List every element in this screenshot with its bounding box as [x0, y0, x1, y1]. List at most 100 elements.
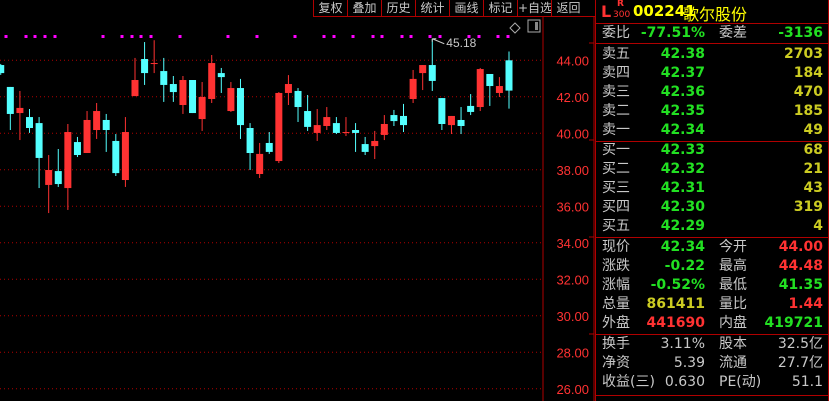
bid-row[interactable]: 买四 42.30 319 — [596, 198, 828, 217]
candle-up — [284, 84, 292, 93]
weibi-value: -77.51% — [640, 25, 705, 41]
divider — [596, 43, 828, 44]
ask-row[interactable]: 卖四 42.37 184 — [596, 64, 828, 83]
panel-toggle-icon[interactable] — [527, 19, 541, 33]
diamond-icon[interactable] — [509, 22, 521, 34]
bid-row[interactable]: 买三 42.31 43 — [596, 179, 828, 198]
candle-down — [467, 105, 475, 112]
event-marker — [438, 35, 442, 38]
event-marker — [409, 35, 413, 38]
y-tick-label: 32.00 — [556, 272, 589, 287]
candle-down — [390, 115, 398, 122]
quote-label: 内盘 — [719, 315, 747, 331]
y-tick-label: 26.00 — [556, 382, 589, 397]
toolbar-button-0[interactable]: 复权 — [313, 0, 347, 16]
event-marker — [4, 35, 8, 38]
ask-row[interactable]: 卖二 42.35 185 — [596, 102, 828, 121]
candle-up — [495, 86, 503, 93]
toolbar-button-4[interactable]: 画线 — [449, 0, 483, 16]
quote-value: 861411 — [646, 296, 705, 312]
weibi-row[interactable]: 委比 -77.51% 委差 -3136 — [596, 24, 828, 43]
quote-value: 419721 — [764, 315, 823, 331]
bid-row[interactable]: 买二 42.32 21 — [596, 160, 828, 179]
panel-toggle-icon-fill — [535, 22, 538, 30]
quote-panel: L R 300 002241 歌尔股份 委比 -77.51% 委差 -3136 卖五 42… — [595, 0, 829, 401]
candle-down — [332, 123, 340, 133]
toolbar-button-3[interactable]: 统计 — [415, 0, 449, 16]
event-marker — [371, 35, 375, 38]
bid-row[interactable]: 买一 42.33 68 — [596, 141, 828, 160]
candle-down — [141, 59, 149, 74]
divider — [596, 395, 828, 396]
event-marker — [293, 35, 297, 38]
candle-up — [198, 96, 206, 120]
toolbar-button-6[interactable]: +自选 — [517, 0, 551, 16]
candle-down — [6, 86, 14, 114]
quote-row[interactable]: 现价 42.34 今开 44.00 — [596, 238, 828, 257]
ask-label: 卖二 — [602, 103, 630, 119]
event-marker — [467, 35, 471, 38]
quote-label: 今开 — [719, 239, 747, 255]
event-marker — [351, 35, 355, 38]
candle-down — [438, 98, 446, 124]
candle-down — [246, 128, 254, 154]
fundamental-label: 换手 — [602, 336, 630, 352]
quote-value: 441690 — [646, 315, 705, 331]
toolbar-button-5[interactable]: 标记 — [483, 0, 517, 16]
kline-chart[interactable]: 44.00 42.00 40.00 38.00 36.00 34.00 32.00 30.00… — [0, 0, 595, 401]
event-marker — [400, 35, 404, 38]
quote-value: 42.34 — [660, 239, 705, 255]
event-marker — [101, 35, 105, 38]
candle-down — [160, 71, 168, 85]
ask-volume: 2703 — [784, 46, 823, 62]
event-marker — [53, 35, 57, 38]
event-marker — [139, 35, 143, 38]
stock-name[interactable]: 歌尔股份 — [683, 5, 748, 24]
ask-row[interactable]: 卖三 42.36 470 — [596, 83, 828, 102]
candle-up — [313, 125, 321, 133]
ask-label: 卖三 — [602, 84, 630, 100]
ask-price: 42.35 — [660, 103, 705, 119]
fundamental-row[interactable]: 净资 5.39 流通 27.7亿 — [596, 354, 828, 373]
candle-up — [275, 92, 283, 162]
event-marker — [506, 35, 510, 38]
candle-up — [227, 88, 235, 112]
candle-up — [256, 153, 264, 174]
bid-volume: 68 — [803, 142, 823, 158]
toolbar-button-2[interactable]: 历史 — [381, 0, 415, 16]
divider — [596, 237, 828, 238]
toolbar-button-1[interactable]: 叠加 — [347, 0, 381, 16]
y-tick-label: 40.00 — [556, 126, 589, 141]
candle-down — [294, 90, 302, 108]
fundamental-row[interactable]: 换手 3.11% 股本 32.5亿 — [596, 335, 828, 354]
bid-volume: 21 — [803, 161, 823, 177]
badge-bottom: 300 — [613, 10, 631, 20]
quote-label: 现价 — [602, 239, 630, 255]
quote-row[interactable]: 外盘 441690 内盘 419721 — [596, 314, 828, 333]
quote-label: 量比 — [719, 296, 747, 312]
ask-row[interactable]: 卖一 42.34 49 — [596, 121, 828, 140]
quote-row[interactable]: 涨跌 -0.22 最高 44.48 — [596, 257, 828, 276]
ask-row[interactable]: 卖五 42.38 2703 — [596, 45, 828, 64]
quote-label: 总量 — [602, 296, 630, 312]
event-marker — [149, 35, 153, 38]
quote-label: 涨跌 — [602, 258, 630, 274]
fundamental-value: 51.1 — [791, 374, 823, 390]
toolbar-button-7[interactable]: 返回 — [551, 0, 585, 16]
quote-row[interactable]: 总量 861411 量比 1.44 — [596, 295, 828, 314]
quote-row[interactable]: 涨幅 -0.52% 最低 41.35 — [596, 276, 828, 295]
bid-row[interactable]: 买五 42.29 4 — [596, 217, 828, 236]
divider — [596, 141, 828, 142]
quote-value: 44.48 — [778, 258, 823, 274]
bid-label: 买一 — [602, 142, 630, 158]
quote-label: 最低 — [719, 277, 747, 293]
bid-price: 42.31 — [660, 180, 705, 196]
fundamental-row[interactable]: 收益(三) 0.630 PE(动) 51.1 — [596, 373, 828, 392]
candle-down — [265, 142, 273, 152]
fundamental-value: 5.39 — [673, 355, 705, 371]
high-price-label: 45.18 — [446, 36, 476, 50]
event-marker — [120, 35, 124, 38]
event-marker — [496, 35, 500, 38]
stock-code[interactable]: 002241 — [633, 2, 696, 20]
quote-value: -0.52% — [650, 277, 705, 293]
